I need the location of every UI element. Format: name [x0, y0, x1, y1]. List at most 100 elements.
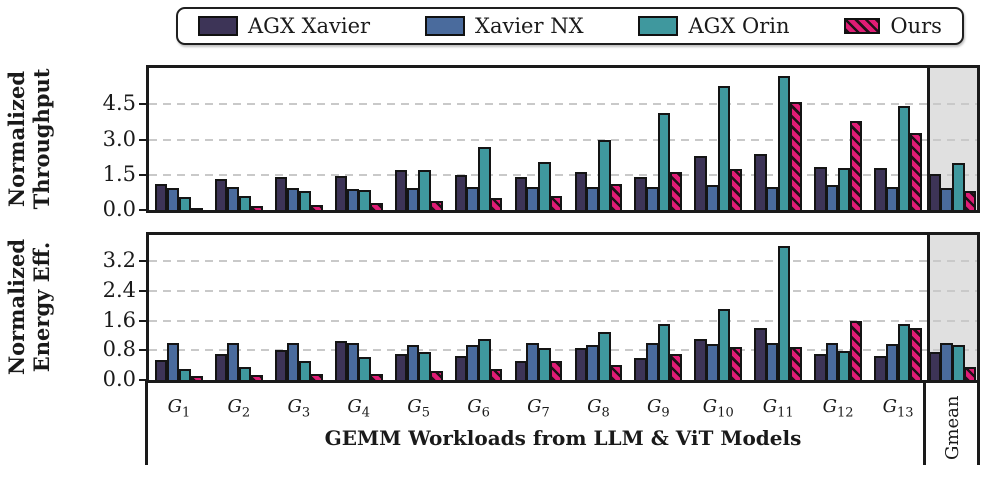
bar-ours-g6: [490, 368, 503, 380]
legend-swatch-1: [425, 16, 465, 36]
bar-xavier-nx-g3: [286, 342, 300, 380]
y-tick-mark: [139, 319, 146, 322]
y-tick-label: 0.0: [102, 367, 136, 391]
y-tick-mark: [139, 379, 146, 381]
y-tick-label: 1.6: [102, 307, 136, 332]
bar-agx-xavier-g2: [214, 179, 228, 210]
bar-xavier-nx-g6: [466, 186, 479, 210]
bar-agx-orin-g2: [238, 366, 251, 380]
throughput-plot: [146, 65, 980, 213]
bar-ours-g3: [310, 205, 323, 210]
bar-agx-xavier-g8: [574, 172, 587, 210]
bar-ours-g9: [669, 172, 683, 210]
bar-agx-xavier-g10: [694, 156, 707, 210]
bar-agx-orin-g1: [178, 368, 192, 380]
bar-ours-g10: [729, 168, 743, 210]
axis-stub-left: [145, 381, 148, 465]
bar-agx-xavier-g11: [754, 153, 767, 210]
y-tick-mark: [139, 173, 146, 176]
x-tick-label-g3: G3: [287, 396, 311, 421]
y-tick-label: 0.0: [102, 197, 136, 221]
bar-xavier-nx-g6: [466, 344, 479, 380]
ylabel-energy-eff-line1: Normalized: [4, 238, 29, 376]
y-tick-label: 2.4: [102, 277, 136, 302]
bar-xavier-nx-g10: [706, 343, 719, 380]
bar-agx-orin-g8: [598, 139, 611, 210]
bar-agx-xavier-g5: [394, 170, 408, 210]
bar-ours-g12: [849, 120, 862, 210]
bar-agx-xavier-gmean: [928, 352, 941, 380]
bar-ours-g3: [310, 374, 323, 380]
bar-agx-orin-g8: [598, 331, 611, 380]
bar-xavier-nx-g8: [586, 344, 599, 380]
bar-ours-g8: [609, 365, 623, 380]
bar-xavier-nx-g7: [526, 342, 539, 380]
y-tick-mark: [139, 289, 146, 292]
bar-agx-orin-g3: [298, 361, 311, 380]
x-tick-label-g9: G9: [647, 396, 670, 421]
gridline-3.2: [149, 260, 977, 263]
bar-agx-orin-g13: [897, 105, 911, 210]
legend-item-2: AGX Orin: [638, 15, 790, 37]
legend-item-3: Ours: [844, 15, 942, 37]
bar-xavier-nx-g5: [406, 187, 419, 210]
bar-agx-orin-g5: [418, 352, 431, 380]
bar-agx-xavier-g1: [155, 359, 168, 380]
x-tick-label-g10: G10: [702, 396, 734, 421]
y-tick-mark: [139, 349, 146, 352]
ylabel-energy-eff-line2: Energy Eff.: [29, 241, 54, 373]
bar-xavier-nx-g9: [646, 186, 659, 210]
bar-xavier-nx-g8: [586, 186, 599, 210]
bar-xavier-nx-g4: [346, 342, 360, 380]
y-tick-label: 3.0: [102, 126, 136, 151]
y-tick-mark: [139, 138, 146, 141]
bar-xavier-nx-g12: [826, 342, 839, 380]
gridline-1.5: [149, 173, 977, 176]
bar-ours-g5: [430, 370, 443, 380]
x-axis-title: GEMM Workloads from LLM & ViT Models: [324, 426, 802, 450]
bar-agx-xavier-g8: [574, 348, 587, 380]
bar-xavier-nx-g13: [885, 343, 899, 380]
x-tick-label-g2: G2: [227, 396, 251, 421]
gridline-4.5: [149, 103, 977, 106]
bar-agx-orin-g11: [777, 246, 791, 380]
bar-xavier-nx-gmean: [940, 187, 953, 210]
bar-ours-g6: [490, 198, 503, 210]
bar-agx-orin-g13: [897, 324, 911, 380]
bar-ours-g9: [669, 353, 683, 380]
x-tick-label-g13: G13: [882, 396, 914, 421]
bar-agx-orin-g4: [358, 190, 371, 210]
bar-xavier-nx-g2: [226, 186, 240, 210]
gridline-0.8: [149, 349, 977, 352]
bar-agx-xavier-g6: [454, 355, 468, 380]
bar-ours-gmean: [964, 366, 977, 380]
bar-agx-orin-g6: [478, 339, 491, 380]
legend-swatch-3: [844, 18, 881, 34]
legend-swatch-0: [198, 16, 238, 36]
bar-agx-xavier-g7: [514, 177, 527, 210]
bar-xavier-nx-g2: [226, 342, 240, 380]
bar-ours-g7: [550, 361, 563, 380]
bar-agx-orin-g7: [538, 348, 551, 380]
x-tick-label-g6: G6: [467, 396, 490, 421]
bar-agx-xavier-g12: [814, 353, 827, 380]
bar-ours-g1: [190, 376, 203, 380]
bar-agx-xavier-g3: [274, 350, 288, 380]
bar-agx-xavier-g9: [634, 177, 647, 210]
bar-agx-xavier-g12: [814, 166, 827, 210]
legend-label-0: AGX Xavier: [248, 13, 371, 38]
gridline-3: [149, 138, 977, 141]
bar-ours-g13: [909, 327, 922, 380]
bar-xavier-nx-g4: [346, 188, 360, 210]
bar-agx-xavier-g10: [694, 339, 707, 380]
bar-xavier-nx-g3: [286, 187, 300, 210]
bar-xavier-nx-g13: [885, 186, 899, 210]
bar-agx-xavier-g3: [274, 177, 288, 210]
x-tick-label-g5: G5: [407, 396, 430, 421]
bar-agx-xavier-g13: [874, 355, 887, 380]
ylabel-energy-eff: Normalized Energy Eff.: [4, 177, 56, 437]
bar-ours-g13: [909, 132, 922, 210]
bar-ours-g4: [370, 374, 383, 380]
bar-ours-g8: [609, 184, 623, 210]
